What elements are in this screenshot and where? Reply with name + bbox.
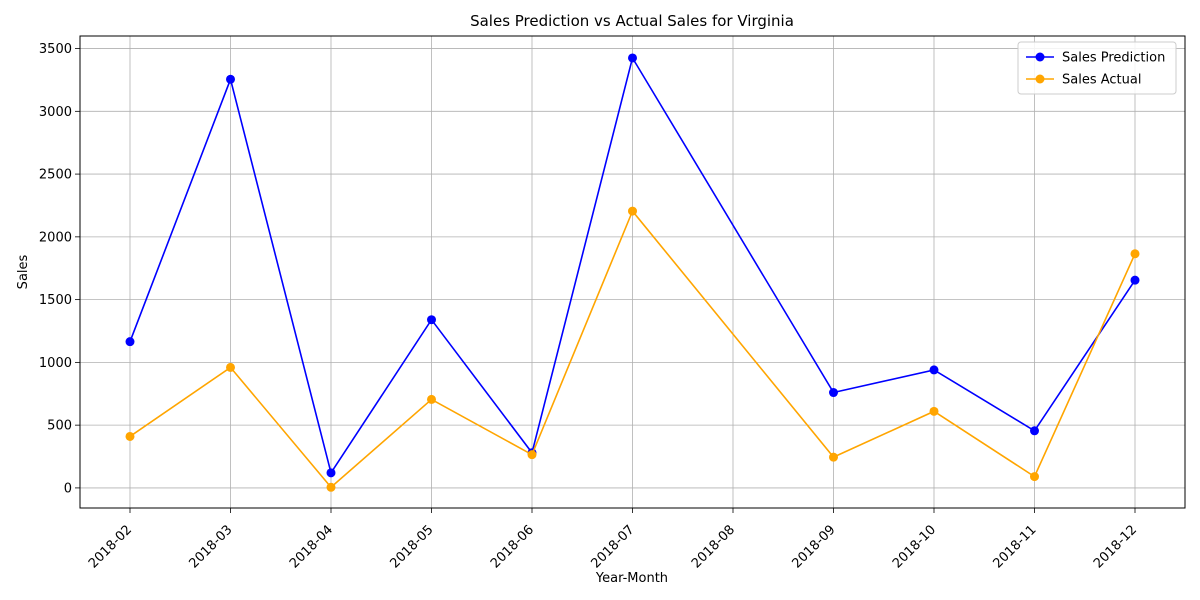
- legend-label: Sales Prediction: [1062, 51, 1165, 66]
- y-tick-label: 500: [47, 419, 72, 434]
- y-tick-label: 2500: [39, 168, 72, 183]
- plot-frame: [79, 35, 1186, 509]
- series-layer: [125, 53, 1140, 492]
- data-point: [829, 452, 838, 462]
- series-sales-prediction: [125, 53, 1140, 478]
- data-point: [929, 406, 939, 416]
- data-point: [1030, 472, 1039, 482]
- data-point: [1030, 426, 1039, 436]
- legend-item: Sales Prediction: [1026, 51, 1165, 66]
- data-point: [125, 337, 135, 347]
- chart-title: Sales Prediction vs Actual Sales for Vir…: [470, 12, 794, 30]
- data-point: [326, 482, 336, 492]
- grid-lines: [80, 36, 1185, 508]
- y-tick-label: 0: [64, 481, 72, 496]
- data-point: [527, 450, 537, 460]
- data-point: [628, 53, 637, 63]
- y-tick-label: 3500: [39, 42, 72, 57]
- data-point: [829, 388, 838, 398]
- legend-marker: [1035, 74, 1045, 84]
- data-point: [125, 431, 135, 441]
- legend-label: Sales Actual: [1062, 73, 1141, 88]
- data-point: [226, 74, 235, 84]
- legend: Sales Prediction Sales Actual: [1017, 41, 1177, 95]
- series-line: [129, 209, 1136, 489]
- series-line: [129, 55, 1136, 475]
- y-tick-label: 1000: [39, 356, 72, 371]
- data-point: [628, 206, 637, 216]
- legend-box: [1017, 41, 1177, 95]
- legend-item: Sales Actual: [1026, 73, 1141, 88]
- y-tick-label: 1500: [39, 293, 72, 308]
- data-point: [427, 315, 436, 325]
- data-point: [1130, 249, 1140, 259]
- data-point: [929, 365, 939, 375]
- series-sales-actual: [125, 206, 1140, 492]
- data-point: [226, 362, 235, 372]
- y-axis-title: Sales: [16, 254, 31, 289]
- x-axis-title: Year-Month: [595, 571, 668, 586]
- y-tick-label: 2000: [39, 230, 72, 245]
- y-tick-label: 3000: [39, 105, 72, 120]
- data-point: [326, 468, 336, 478]
- data-point: [1130, 275, 1140, 285]
- data-point: [427, 394, 436, 404]
- legend-marker: [1035, 52, 1045, 62]
